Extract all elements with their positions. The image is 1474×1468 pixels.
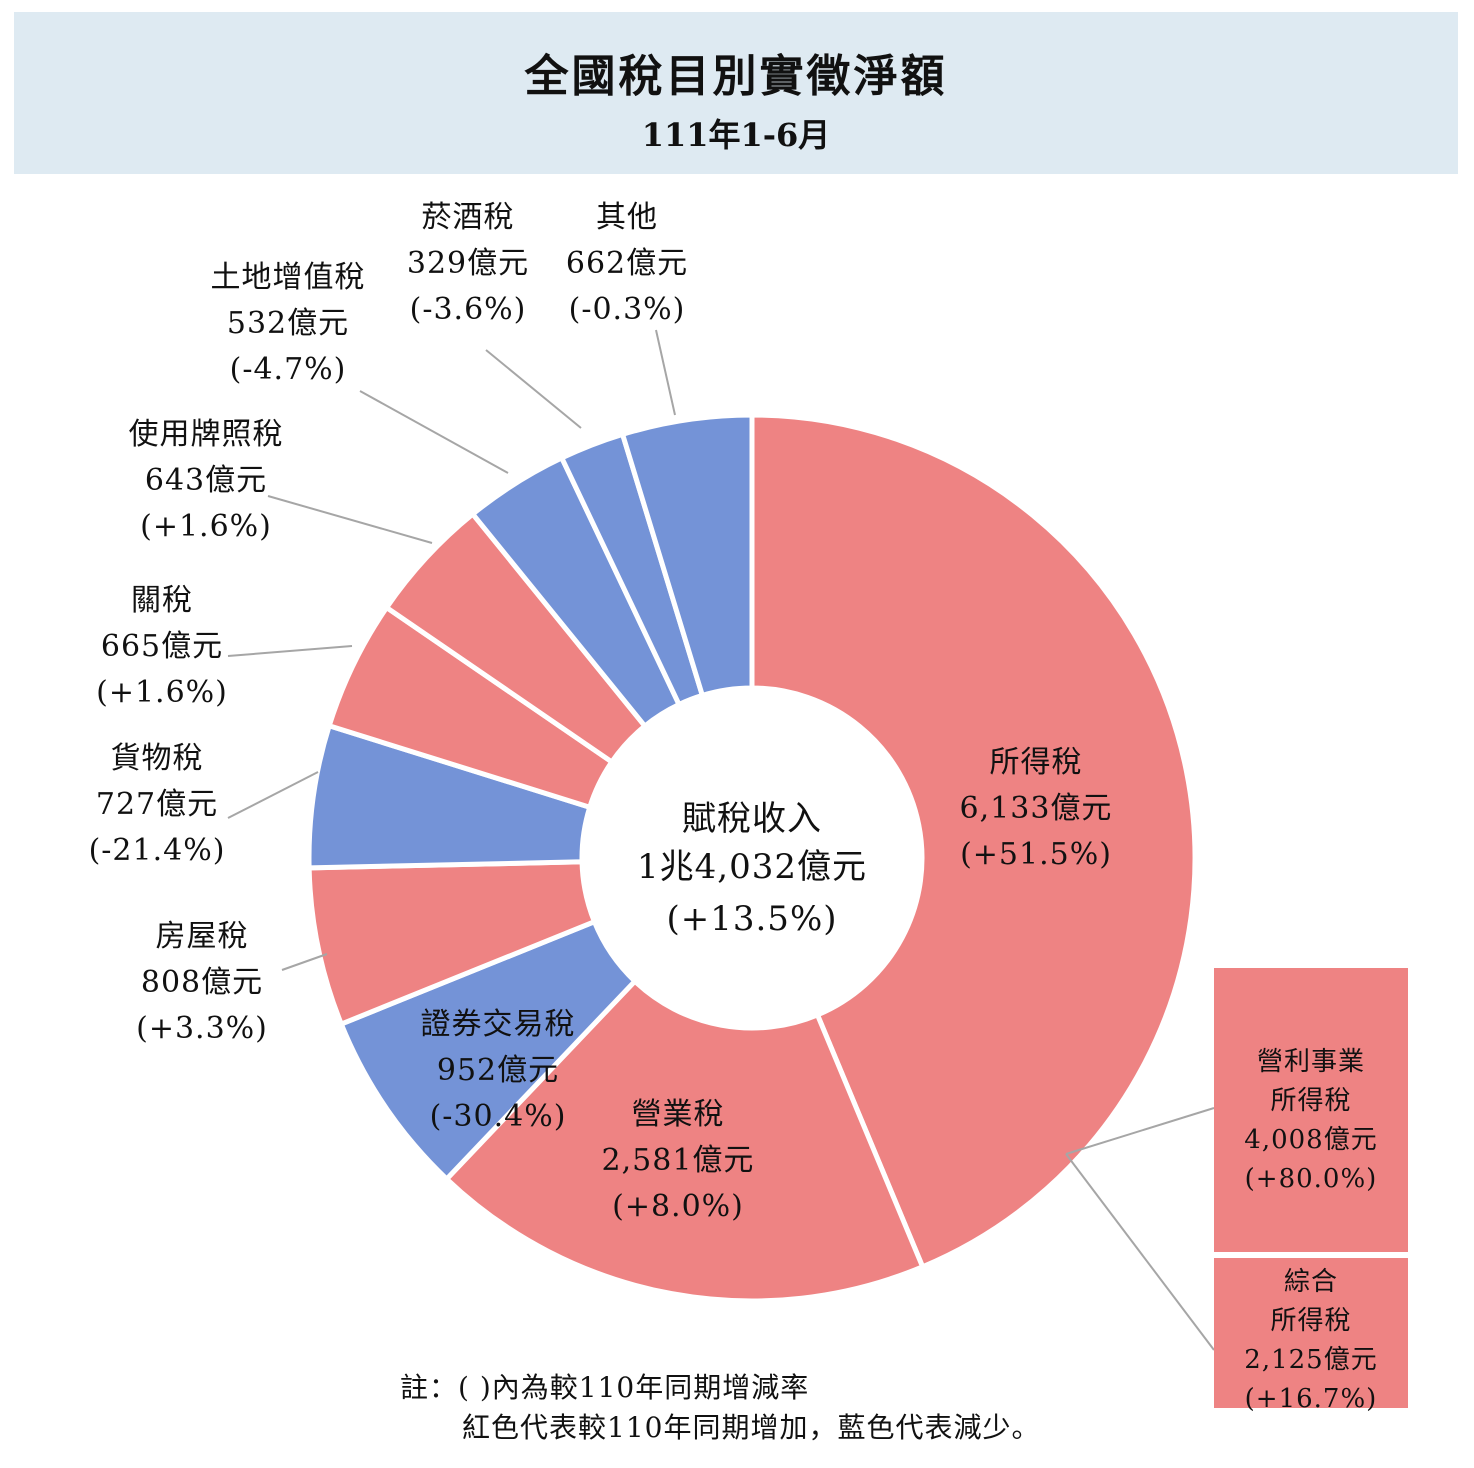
leader-line-4 [281, 953, 328, 971]
label-change-1: (+51.5%) [960, 837, 1112, 872]
label-value-9: 329億元 [407, 246, 529, 281]
label-name-4: 房屋稅 [156, 919, 249, 954]
slice-10 [619, 412, 755, 699]
chart-title: 全國稅目別實徵淨額 [524, 51, 948, 102]
slice-2 [443, 977, 926, 1304]
leader-line-5 [227, 771, 319, 819]
label-change-3: (-30.4%) [430, 1099, 567, 1134]
note-line-1: 註：( )內為較110年同期增減率 [400, 1371, 810, 1404]
label-change-8: (-4.7%) [230, 352, 347, 387]
leader-line-7 [267, 495, 433, 544]
label-change-4: (+3.3%) [136, 1011, 268, 1046]
breakdown-box-2 [1214, 1258, 1408, 1408]
center-change: (+13.5%) [666, 899, 837, 939]
label-name-3: 證券交易稅 [421, 1007, 576, 1042]
label-change-7: (+1.6%) [140, 509, 272, 544]
label-name-6: 關稅 [131, 583, 193, 618]
label-value-1: 6,133億元 [960, 791, 1113, 826]
label-name-5: 貨物稅 [111, 741, 204, 776]
label-value-8: 532億元 [227, 306, 349, 341]
leader-line-10 [655, 329, 676, 416]
title-banner: 全國稅目別實徵淨額 111年1-6月 [14, 12, 1458, 174]
label-change-10: (-0.3%) [569, 292, 686, 327]
breakdown-name-1-1: 營利事業 [1257, 1047, 1365, 1077]
leader-line-6 [227, 645, 353, 657]
chart-subtitle: 111年1-6月 [641, 116, 831, 154]
breakdown-change-1: (+80.0%) [1245, 1164, 1378, 1194]
label-name-8: 土地增值稅 [211, 260, 366, 295]
breakdown-name-1-2: 所得稅 [1270, 1086, 1351, 1116]
label-value-10: 662億元 [566, 246, 688, 281]
label-name-9: 菸酒稅 [422, 200, 515, 235]
slice-1 [749, 412, 1198, 1271]
center-label: 賦稅收入 [682, 799, 822, 839]
label-name-2: 營業稅 [632, 1097, 725, 1132]
note-line-2: 紅色代表較110年同期增加，藍色代表減少。 [462, 1411, 1041, 1444]
label-value-4: 808億元 [141, 965, 263, 1000]
leader-line-9 [485, 349, 582, 429]
breakdown-change-2: (+16.7%) [1245, 1384, 1378, 1414]
label-change-5: (-21.4%) [89, 833, 226, 868]
center-total: 1兆4,032億元 [637, 847, 867, 887]
label-value-3: 952億元 [437, 1053, 559, 1088]
label-value-5: 727億元 [96, 787, 218, 822]
breakdown-value-2: 2,125億元 [1244, 1345, 1377, 1375]
label-change-2: (+8.0%) [612, 1189, 744, 1224]
label-value-7: 643億元 [145, 463, 267, 498]
label-change-9: (-3.6%) [410, 292, 527, 327]
label-name-10: 其他 [596, 200, 658, 235]
breakdown-box-1 [1214, 968, 1408, 1252]
breakdown-name-2-2: 所得稅 [1270, 1306, 1351, 1336]
label-change-6: (+1.6%) [96, 675, 228, 710]
label-value-2: 2,581億元 [602, 1143, 755, 1178]
label-name-1: 所得稅 [990, 745, 1083, 780]
label-value-6: 665億元 [101, 629, 223, 664]
breakdown-connector-1 [1065, 1107, 1215, 1155]
leader-line-8 [359, 390, 509, 474]
breakdown-connector-2 [1065, 1153, 1215, 1351]
breakdown-name-2-1: 綜合 [1284, 1267, 1338, 1297]
breakdown-value-1: 4,008億元 [1244, 1125, 1377, 1155]
label-name-7: 使用牌照稅 [129, 417, 284, 452]
